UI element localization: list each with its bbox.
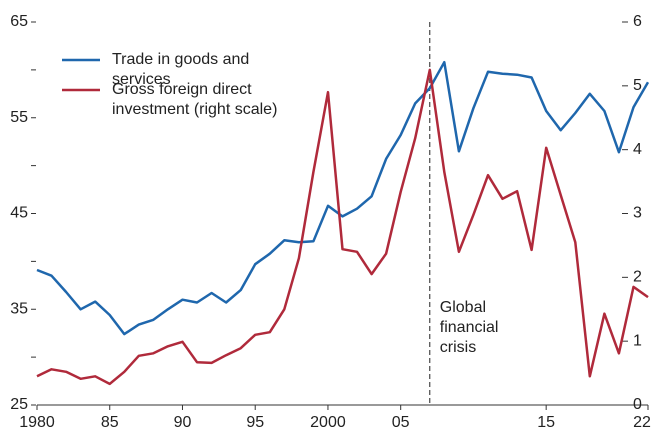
series-line: [36, 68, 649, 386]
series-line: [36, 60, 650, 336]
annotation-text: Global financial crisis: [439, 299, 499, 356]
legend-label: Trade in goods and services: [112, 51, 250, 88]
y-tick-label: 25: [10, 396, 28, 413]
y2-tick-label: 0: [633, 396, 642, 413]
x-tick-label: 1980: [19, 414, 55, 431]
y-tick-label: 55: [10, 109, 28, 126]
x-tick-label: 95: [246, 414, 264, 431]
y2-tick-label: 5: [633, 77, 642, 94]
y-tick-label: 65: [10, 13, 28, 30]
legend-label: Gross foreign direct investment (right s…: [112, 81, 278, 118]
x-tick-label: 15: [537, 414, 555, 431]
y2-tick-label: 1: [633, 332, 642, 349]
x-tick-label: 22: [633, 414, 651, 431]
y2-tick-label: 2: [633, 269, 642, 286]
y2-tick-label: 3: [633, 205, 642, 222]
x-tick-label: 05: [392, 414, 410, 431]
x-tick-label: 85: [101, 414, 119, 431]
y2-tick-label: 4: [633, 141, 642, 158]
y-tick-label: 35: [10, 300, 28, 317]
x-tick-label: 2000: [310, 414, 346, 431]
x-tick-label: 90: [174, 414, 192, 431]
y2-tick-label: 6: [633, 13, 642, 30]
y-tick-label: 45: [10, 205, 28, 222]
